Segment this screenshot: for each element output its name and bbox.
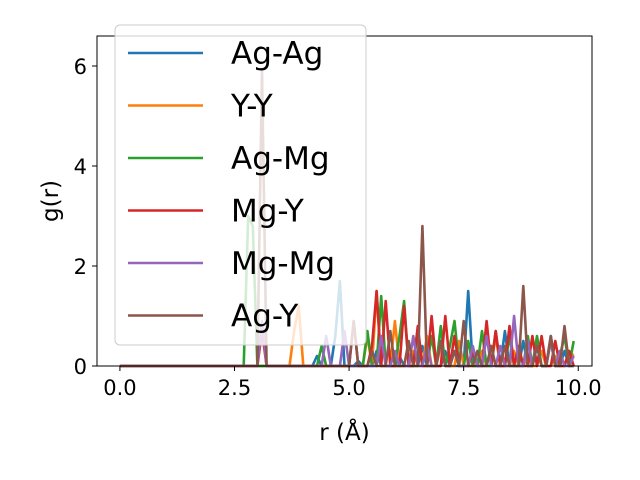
- legend-box: [114, 24, 367, 346]
- x-tick-label: 2.5: [218, 376, 251, 400]
- y-axis-label: g(r): [38, 180, 64, 222]
- legend-label: Ag-Y: [231, 299, 298, 335]
- x-tick-label: 5.0: [332, 376, 365, 400]
- legend-label: Mg-Y: [231, 194, 304, 230]
- legend-label: Y-Y: [230, 89, 273, 125]
- x-axis-ticks: 0.0 2.5 5.0 7.5 10.0: [103, 366, 602, 400]
- x-axis-label: r (Å): [319, 418, 369, 446]
- y-tick-label: 2: [74, 255, 87, 279]
- y-axis-ticks: 0 2 4 6: [74, 55, 97, 379]
- legend: Ag-Ag Y-Y Ag-Mg Mg-Y Mg-Mg Ag-Y: [114, 24, 367, 346]
- x-tick-label: 0.0: [103, 376, 136, 400]
- x-tick-label: 10.0: [555, 376, 602, 400]
- y-tick-label: 0: [74, 355, 87, 379]
- legend-label: Ag-Ag: [231, 36, 323, 72]
- y-tick-label: 4: [74, 155, 87, 179]
- y-tick-label: 6: [74, 55, 87, 79]
- x-tick-label: 7.5: [447, 376, 480, 400]
- legend-label: Mg-Mg: [231, 246, 335, 282]
- legend-label: Ag-Mg: [231, 141, 330, 177]
